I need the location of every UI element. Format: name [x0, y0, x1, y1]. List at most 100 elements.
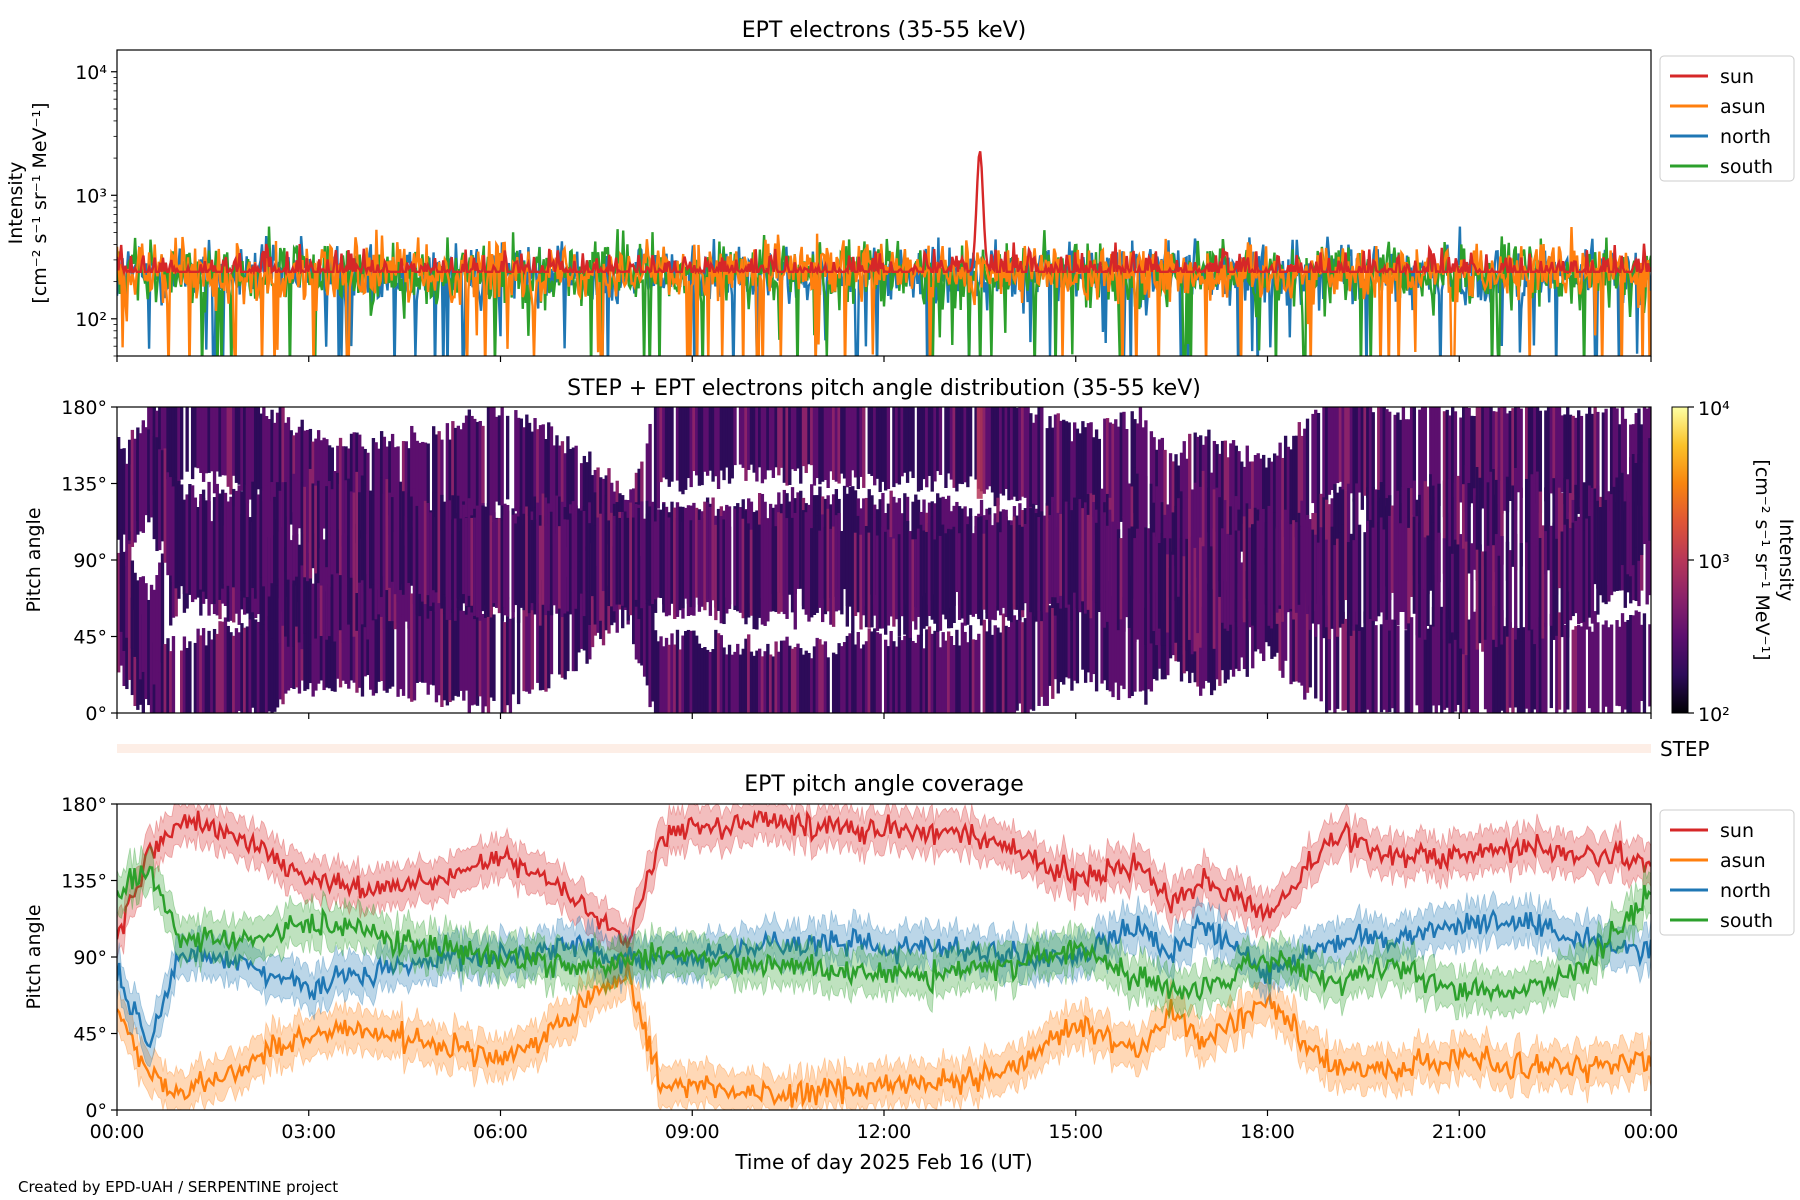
heatmap-cell	[1133, 538, 1137, 642]
heatmap-cell	[949, 636, 954, 713]
heatmap-cell	[1404, 630, 1408, 713]
heatmap-cell	[500, 609, 504, 713]
heatmap-cell	[360, 475, 365, 581]
heatmap-cell	[974, 639, 978, 713]
heatmap-cell	[232, 635, 236, 713]
heatmap-cell	[1346, 631, 1351, 713]
heatmap-cell	[295, 480, 299, 577]
heatmap-cell	[1415, 615, 1419, 706]
heatmap-cell	[1007, 626, 1011, 713]
heatmap-cell	[1333, 545, 1337, 626]
heatmap-cell	[1519, 543, 1523, 642]
heatmap-cell	[1459, 417, 1463, 503]
heatmap-cell	[796, 643, 800, 713]
heatmap-cell	[988, 619, 992, 713]
heatmap-cell	[968, 407, 973, 477]
heatmap-cell	[169, 407, 173, 481]
heatmap-cell	[1478, 544, 1482, 644]
heatmap-cell	[957, 407, 962, 484]
heatmap-cell	[210, 521, 214, 605]
heatmap-cell	[1642, 407, 1647, 517]
heatmap-cell	[1530, 543, 1534, 630]
heatmap-cell	[760, 407, 765, 484]
heatmap-cell	[694, 407, 699, 476]
heatmap-cell	[826, 508, 830, 612]
heatmap-cell	[1546, 482, 1551, 571]
heatmap-cell	[1322, 407, 1326, 498]
heatmap-cell	[289, 606, 293, 688]
heatmap-cell	[396, 483, 400, 602]
heatmap-cell	[1363, 407, 1367, 496]
heatmap-cell	[900, 407, 904, 477]
heatmap-cell	[1574, 417, 1578, 495]
heatmap-cell	[752, 514, 756, 630]
heatmap-cell	[1160, 437, 1165, 555]
heatmap-cell	[738, 507, 743, 610]
heatmap-cell	[1346, 542, 1351, 640]
heatmap-cell	[1601, 504, 1606, 603]
heatmap-cell	[686, 407, 691, 479]
heatmap-cell	[971, 639, 975, 713]
heatmap-cell	[492, 512, 496, 604]
coverage-title: EPT pitch angle coverage	[744, 772, 1024, 797]
heatmap-cell	[1470, 543, 1474, 636]
heatmap-cell	[1634, 501, 1638, 602]
heatmap-cell	[1253, 507, 1258, 622]
heatmap-cell	[1062, 419, 1066, 524]
heatmap-cell	[697, 407, 702, 486]
heatmap-cell	[1360, 407, 1364, 510]
heatmap-cell	[147, 429, 151, 523]
heatmap-cell	[1146, 528, 1151, 649]
heatmap-cell	[1615, 620, 1619, 706]
heatmap-cell	[1483, 551, 1488, 640]
heatmap-cell	[911, 539, 915, 622]
heatmap-cell	[1555, 631, 1559, 713]
heatmap-cell	[1242, 466, 1247, 552]
heatmap-cell	[404, 441, 408, 546]
heatmap-cell	[656, 509, 660, 598]
heatmap-cell	[1418, 522, 1422, 638]
heatmap-cell	[1062, 592, 1066, 685]
heatmap-cell	[434, 593, 439, 703]
heatmap-cell	[938, 647, 943, 713]
heatmap-cell	[292, 535, 296, 647]
heatmap-cell	[708, 506, 713, 616]
heatmap-cell	[1544, 487, 1548, 575]
heatmap-cell	[1330, 407, 1334, 491]
heatmap-cell	[829, 407, 833, 472]
heatmap-cell	[136, 580, 140, 659]
heatmap-cell	[760, 656, 765, 713]
heatmap-cell	[379, 597, 384, 682]
heatmap-cell	[848, 407, 852, 487]
heatmap-cell	[873, 628, 877, 713]
heatmap-cell	[1401, 407, 1406, 503]
heatmap-cell	[859, 648, 863, 713]
heatmap-cell	[522, 427, 526, 526]
heatmap-cell	[237, 407, 241, 485]
heatmap-cell	[385, 594, 389, 693]
heatmap-cell	[1596, 500, 1600, 615]
heatmap-cell	[544, 516, 548, 616]
heatmap-cell	[1445, 409, 1449, 498]
heatmap-cell	[1524, 478, 1529, 581]
heatmap-cell	[1300, 526, 1304, 620]
heatmap-cell	[705, 649, 710, 713]
heatmap-cell	[525, 506, 529, 617]
heatmap-cell	[807, 519, 811, 622]
heatmap-cell	[875, 407, 880, 479]
heatmap-cell	[152, 589, 156, 685]
heatmap-cell	[873, 407, 877, 486]
heatmap-cell	[952, 645, 956, 713]
heatmap-cell	[927, 407, 932, 476]
heatmap-cell	[248, 517, 252, 620]
heatmap-cell	[1431, 522, 1436, 627]
heatmap-cell	[163, 448, 167, 563]
heatmap-cell	[486, 407, 491, 506]
heatmap-cell	[352, 432, 356, 543]
heatmap-cell	[1648, 490, 1651, 596]
heatmap-cell	[1423, 481, 1427, 589]
heatmap-cell	[1193, 432, 1197, 530]
heatmap-cell	[297, 544, 302, 643]
heatmap-cell	[634, 503, 639, 600]
heatmap-cell	[1283, 435, 1288, 538]
